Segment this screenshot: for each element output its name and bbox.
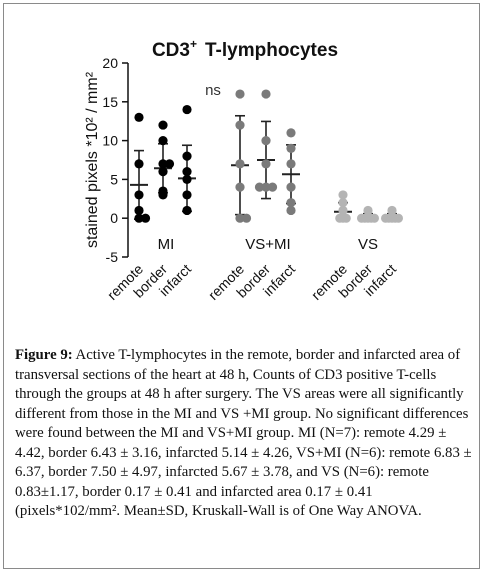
chart: CD3+ T-lymphocytes stained pixels *10² / … <box>84 37 403 303</box>
plot-marks: MI VS+MI VS <box>130 89 403 253</box>
data-point <box>134 190 144 200</box>
data-point <box>387 205 397 216</box>
figure-label: Figure 9: <box>15 347 73 363</box>
y-tick-label: 20 <box>102 55 118 71</box>
y-tick-label: -5 <box>106 249 119 265</box>
data-point <box>134 205 144 216</box>
data-point <box>261 159 271 169</box>
chart-title-superscript: + <box>190 37 197 51</box>
group-label: MI <box>158 236 175 253</box>
data-point <box>286 198 296 208</box>
data-point <box>357 213 367 223</box>
figure-caption: Figure 9: Active T-lymphocytes in the re… <box>15 346 473 522</box>
data-point <box>393 213 403 223</box>
data-point <box>182 151 192 161</box>
chart-title-suffix: T-lymphocytes <box>205 40 338 61</box>
data-point <box>134 159 144 169</box>
data-point <box>158 159 168 169</box>
data-point <box>235 159 245 169</box>
data-point <box>241 213 252 223</box>
data-point <box>286 128 296 138</box>
data-point <box>182 205 192 216</box>
y-tick-label: 5 <box>110 171 118 187</box>
data-point <box>267 182 278 192</box>
data-point <box>338 198 348 208</box>
data-point <box>286 159 296 169</box>
y-ticks: -5 0 5 10 15 20 <box>102 55 128 265</box>
data-point <box>286 143 296 153</box>
data-point <box>182 104 192 115</box>
data-point <box>134 213 144 223</box>
ns-annotation: ns <box>205 82 221 99</box>
data-point <box>254 182 265 192</box>
y-tick-label: 15 <box>102 94 118 110</box>
y-tick-label: 0 <box>110 210 118 226</box>
y-tick-label: 10 <box>102 133 118 149</box>
y-axis-label: stained pixels *10² / mm² <box>84 71 101 248</box>
chart-title: CD3+ T-lymphocytes <box>152 37 338 61</box>
data-point <box>158 190 168 200</box>
data-point <box>182 190 192 200</box>
data-point <box>134 112 144 122</box>
data-point <box>338 205 348 216</box>
data-point <box>235 120 245 130</box>
data-point <box>158 120 168 130</box>
data-point <box>381 213 391 223</box>
chart-title-main: CD3 <box>152 40 190 61</box>
data-point <box>286 182 296 192</box>
data-point <box>261 136 271 146</box>
data-point <box>363 205 373 216</box>
data-point <box>158 136 168 146</box>
data-point <box>341 213 351 223</box>
data-point <box>369 213 379 223</box>
data-point <box>235 182 245 192</box>
data-point <box>338 190 348 200</box>
data-point <box>335 213 345 223</box>
data-point <box>235 213 245 223</box>
data-point <box>158 167 168 177</box>
data-point <box>235 89 245 99</box>
data-point <box>140 213 151 223</box>
data-point <box>286 205 296 216</box>
data-point <box>261 182 271 192</box>
caption-text: Active T-lymphocytes in the remote, bord… <box>15 347 472 519</box>
data-point <box>164 159 175 169</box>
data-point <box>182 167 192 177</box>
group-label: VS <box>358 236 378 253</box>
data-point <box>182 174 192 184</box>
group-label: VS+MI <box>245 236 290 253</box>
data-point <box>261 89 271 99</box>
